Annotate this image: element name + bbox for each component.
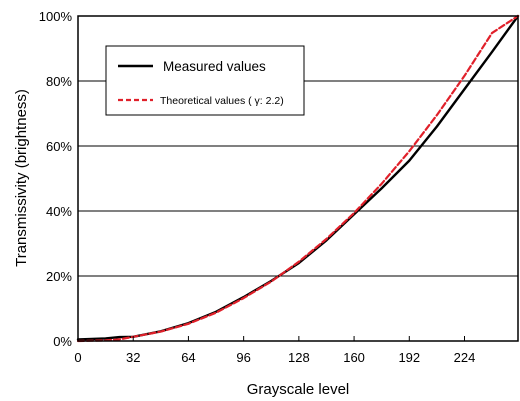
x-tick-label: 224 xyxy=(454,350,476,365)
legend: Measured values Theoretical values ( γ: … xyxy=(105,45,305,116)
legend-box xyxy=(105,45,305,116)
x-tick-label: 64 xyxy=(181,350,195,365)
x-tick-label: 32 xyxy=(126,350,140,365)
legend-label-measured: Measured values xyxy=(163,59,266,74)
x-tick-label: 192 xyxy=(398,350,420,365)
x-axis-title: Grayscale level xyxy=(247,381,350,398)
series-layer xyxy=(76,14,520,343)
y-tick-label: 0% xyxy=(53,334,72,349)
y-tick-layer: 0% 20% 40% 60% 80% 100% xyxy=(39,9,73,349)
y-axis-title: Transmissivity (brightness) xyxy=(13,89,30,267)
plot-frame xyxy=(77,15,519,342)
y-tick-label: 20% xyxy=(46,269,72,284)
x-tick-label: 160 xyxy=(343,350,365,365)
y-tick-label: 80% xyxy=(46,74,72,89)
x-tick-label: 128 xyxy=(288,350,310,365)
x-tick-label: 0 xyxy=(74,350,81,365)
legend-label-theoretical: Theoretical values ( γ: 2.2) xyxy=(160,95,284,107)
y-tick-label: 40% xyxy=(46,204,72,219)
y-tick-label: 60% xyxy=(46,139,72,154)
x-tick-layer: 0 32 64 96 128 160 192 224 xyxy=(74,336,475,365)
y-tick-label: 100% xyxy=(39,9,73,24)
x-tick-label: 96 xyxy=(236,350,250,365)
series-line-theoretical xyxy=(76,14,520,343)
